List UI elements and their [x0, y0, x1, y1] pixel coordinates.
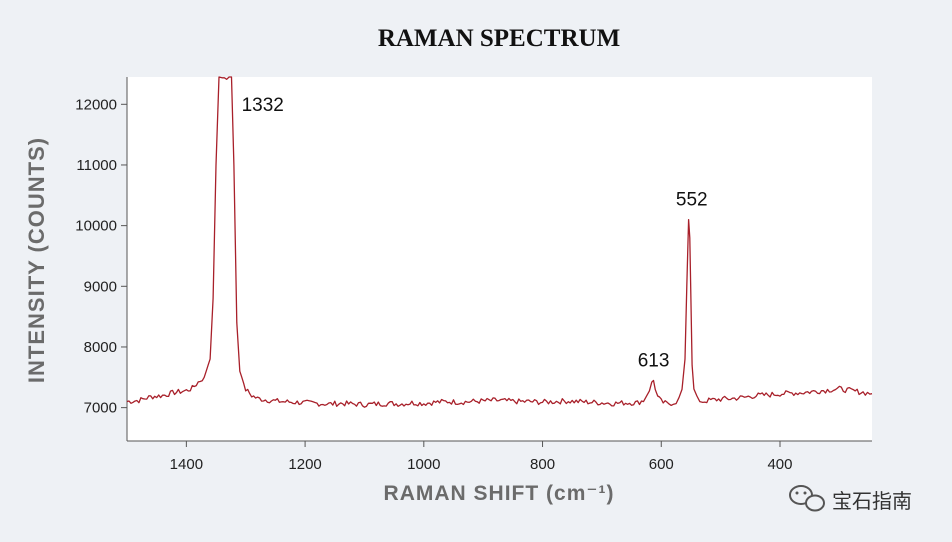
y-tick-label: 10000	[75, 218, 117, 235]
x-tick-label: 800	[530, 456, 555, 473]
x-tick-label: 600	[649, 456, 674, 473]
peak-label-1332: 1332	[242, 95, 284, 116]
y-tick-label: 8000	[84, 339, 117, 356]
peak-label-613: 613	[638, 350, 670, 371]
y-tick-label: 11000	[76, 157, 117, 174]
spectrum-line	[126, 76, 873, 408]
y-axis-title: INTENSITY (COUNTS)	[24, 137, 49, 383]
y-tick-label: 12000	[75, 96, 117, 113]
chart-title: RAMAN SPECTRUM	[378, 25, 620, 52]
wechat-icon	[789, 485, 825, 512]
x-tick-label: 1200	[288, 456, 321, 473]
x-axis-title: RAMAN SHIFT (cm⁻¹)	[384, 482, 615, 505]
watermark: 宝石指南	[789, 485, 912, 513]
x-tick-label: 1400	[170, 456, 203, 473]
y-tick-label: 9000	[84, 278, 117, 295]
x-tick-label: 400	[767, 456, 792, 473]
y-tick-label: 7000	[84, 400, 117, 417]
watermark-text: 宝石指南	[832, 489, 912, 513]
x-tick-label: 1000	[407, 456, 440, 473]
plot-area	[127, 77, 872, 441]
peak-label-552: 552	[676, 190, 708, 211]
